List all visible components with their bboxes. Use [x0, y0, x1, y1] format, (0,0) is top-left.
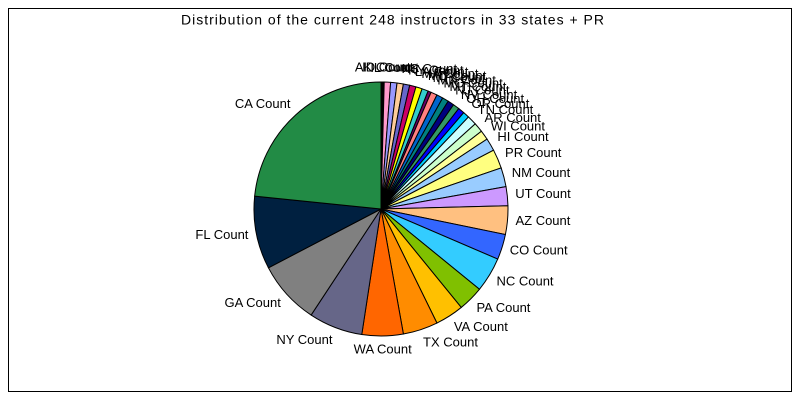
slice-label: AK Count: [355, 59, 411, 74]
slice-label: MI Count: [433, 70, 486, 85]
slice-label: CO Count: [510, 243, 568, 258]
slice-label: NJ Count: [455, 83, 510, 98]
slice-label: CA Count: [235, 96, 291, 111]
slice-label: UT Count: [515, 186, 571, 201]
slice-label: TN Count: [478, 102, 534, 117]
slice-label: AR Count: [485, 110, 542, 125]
slice-label: MA Count: [421, 66, 478, 81]
slice-label: OH Count: [466, 91, 524, 106]
slice-label: PR Count: [505, 145, 562, 160]
slice-label: OR Count: [472, 96, 530, 111]
slice-label: MO Count: [444, 75, 504, 90]
slice-label: MD Count: [428, 68, 487, 83]
slice-label: NY Count: [276, 332, 333, 347]
slice-label: TX Count: [423, 334, 478, 349]
slice-label: LA Count: [415, 64, 469, 79]
slice-label: NC Count: [496, 273, 553, 288]
slice-label: GA Count: [224, 295, 281, 310]
pie-slice: [254, 81, 382, 210]
slice-label: VA Count: [454, 319, 508, 334]
slice-label: NV Count: [461, 87, 518, 102]
slice-label: HI Count: [497, 129, 549, 144]
slice-label: NM Count: [512, 165, 571, 180]
slice-label: WA Count: [354, 341, 412, 356]
slice-label: ID Count: [362, 60, 414, 75]
slice-label: WI Count: [491, 118, 546, 133]
slice-label: IL Count: [370, 60, 419, 75]
slice-label: MN Count: [437, 72, 496, 87]
slice-label: FL Count: [195, 227, 248, 242]
slice-label: KS Count: [401, 61, 457, 76]
slice-label: AZ Count: [515, 213, 570, 228]
slice-label: MT Count: [449, 79, 506, 94]
slice-label: PA Count: [476, 300, 530, 315]
slice-label: KY Count: [408, 62, 464, 77]
chart-title: Distribution of the current 248 instruct…: [181, 12, 605, 28]
